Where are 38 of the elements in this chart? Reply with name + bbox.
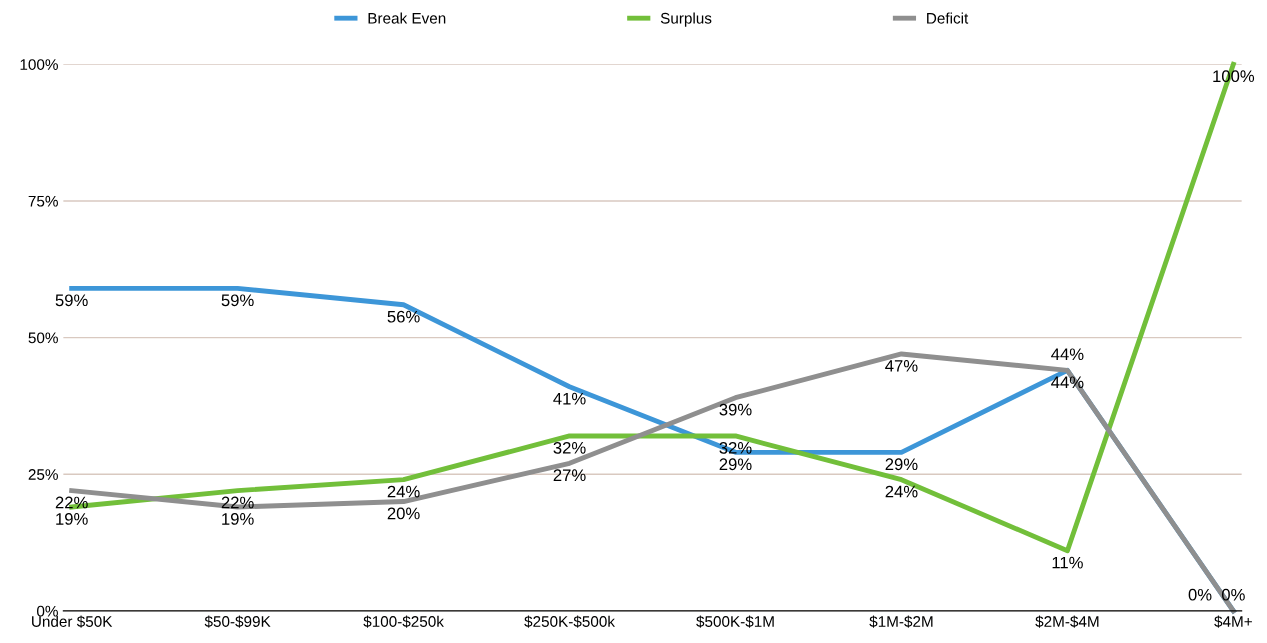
- legend-label: Deficit: [927, 12, 969, 24]
- data-label: 22%: [55, 496, 88, 509]
- legend-label: Break Even: [368, 12, 446, 24]
- data-label: 39%: [719, 403, 752, 416]
- x-tick-label: Under $50K: [32, 615, 113, 628]
- data-label: 27%: [553, 469, 586, 482]
- data-label: 29%: [885, 458, 918, 471]
- data-label: 32%: [553, 441, 586, 454]
- data-label: 59%: [221, 294, 254, 307]
- y-tick-label: 25%: [28, 469, 58, 480]
- x-tick-label: $50-$99K: [204, 615, 271, 628]
- data-label: 19%: [56, 513, 88, 525]
- data-label: 0%: [1188, 588, 1212, 601]
- x-tick-label: $2M-$4M: [1035, 615, 1099, 628]
- x-tick-label: $500K-$1M: [696, 615, 774, 628]
- y-tick-label: 0%: [37, 605, 58, 617]
- data-label: 29%: [719, 458, 752, 471]
- data-label: 59%: [55, 294, 88, 307]
- data-label: 44%: [1051, 348, 1084, 361]
- data-label: 24%: [387, 485, 420, 498]
- data-label: 24%: [885, 485, 918, 498]
- y-tick-label: 75%: [28, 195, 58, 207]
- x-tick-label: $250K-$500k: [524, 615, 615, 628]
- legend-label: Surplus: [660, 12, 712, 27]
- x-tick-label: $100-$250k: [363, 615, 444, 628]
- y-tick-label: 50%: [28, 332, 58, 344]
- data-label: 22%: [221, 496, 254, 509]
- data-label: 0%: [1221, 588, 1245, 601]
- x-tick-label: $1M-$2M: [869, 615, 933, 628]
- data-label: 41%: [553, 392, 586, 405]
- data-label: 11%: [1052, 556, 1083, 569]
- data-label: 56%: [387, 310, 420, 323]
- data-label: 20%: [387, 507, 420, 520]
- data-label: 19%: [222, 513, 254, 525]
- data-label: 47%: [885, 360, 918, 372]
- data-label: 44%: [1051, 376, 1084, 389]
- x-tick-label: $4M+: [1214, 615, 1252, 628]
- y-tick-label: 100%: [20, 59, 58, 70]
